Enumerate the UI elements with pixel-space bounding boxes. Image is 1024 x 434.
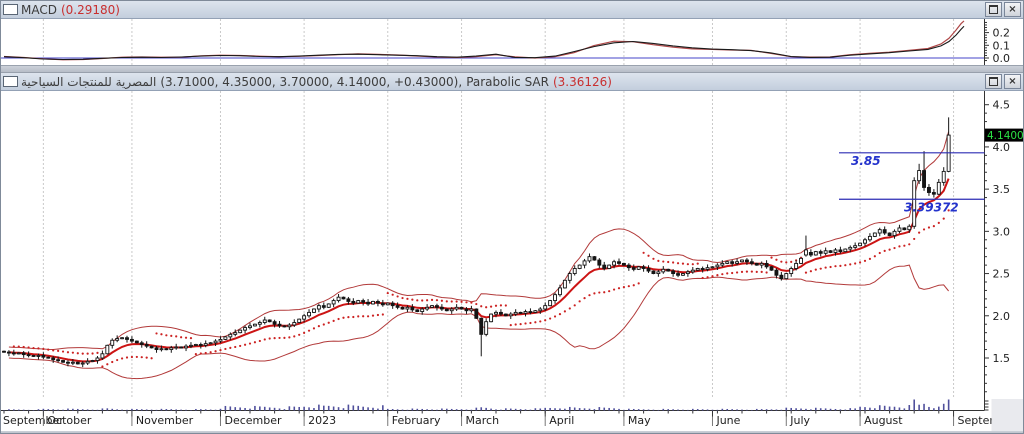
price-close-button[interactable]: × <box>1004 74 1021 89</box>
price-ohlc-values: (3.71000, 4.35000, 3.70000, 4.14000, +0.… <box>160 74 463 89</box>
month-label: December <box>224 414 282 427</box>
macd-title: MACD <box>21 2 57 17</box>
month-label: April <box>549 414 574 427</box>
svg-text:2.0: 2.0 <box>993 310 1011 323</box>
month-label: September <box>3 414 64 427</box>
macd-close-button[interactable]: × <box>1004 2 1021 17</box>
month-label: February <box>392 414 441 427</box>
svg-text:4.1400: 4.1400 <box>987 130 1024 142</box>
price-maximize-button[interactable] <box>985 74 1002 89</box>
macd-titlebar: MACD (0.29180) × <box>1 1 1023 19</box>
svg-text:3.5: 3.5 <box>993 183 1011 196</box>
window-bottom-edge <box>1 431 1023 433</box>
price-chart: 1.5 2.0 2.5 3.0 3.5 4.0 4.5 3.85 3.39372 4.1400 <box>2 91 1024 399</box>
trendline-label: 3.85 <box>851 154 881 168</box>
price-plot-area[interactable]: 1.5 2.0 2.5 3.0 3.5 4.0 4.5 3.85 3.39372 4.1400 <box>1 91 1024 399</box>
month-label: May <box>628 414 651 427</box>
svg-text:0.0: 0.0 <box>993 52 1011 65</box>
svg-text:2.5: 2.5 <box>993 268 1011 281</box>
macd-maximize-button[interactable] <box>985 2 1002 17</box>
month-label: June <box>715 414 740 427</box>
security-name: المصرية للمنتجات السياحية <box>21 74 157 89</box>
maximize-icon <box>989 77 998 86</box>
svg-text:4.0: 4.0 <box>993 141 1011 154</box>
close-icon: × <box>1008 76 1017 87</box>
macd-plot-area[interactable]: 0.0 0.1 0.2 <box>1 19 1023 66</box>
indicator-value: (3.36126) <box>552 74 612 89</box>
indicator-label: Parabolic SAR <box>466 74 549 89</box>
macd-chart: 0.00.10.2 <box>1 19 1011 65</box>
svg-text:0.1: 0.1 <box>993 39 1011 52</box>
maximize-icon <box>989 5 998 14</box>
panel-divider[interactable] <box>1 66 1023 73</box>
month-label: November <box>136 414 194 427</box>
month-label: March <box>466 414 500 427</box>
last-price-badge <box>985 128 1023 142</box>
svg-text:3.0: 3.0 <box>993 225 1011 238</box>
time-axis: September October November December 2023 Febr… <box>1 399 1023 431</box>
month-label: 2023 <box>308 414 336 427</box>
month-label: October <box>47 414 91 427</box>
month-label: July <box>789 414 810 427</box>
trendline-label: 3.39372 <box>904 200 959 214</box>
price-titlebar: المصرية للمنتجات السياحية (3.71000, 4.35… <box>1 73 1023 91</box>
svg-text:0.2: 0.2 <box>993 27 1011 40</box>
svg-text:1.5: 1.5 <box>993 352 1011 365</box>
macd-collapse-button[interactable] <box>3 4 18 15</box>
macd-value: (0.29180) <box>60 2 120 17</box>
month-label: August <box>864 414 903 427</box>
svg-text:4.5: 4.5 <box>993 99 1011 112</box>
price-collapse-button[interactable] <box>3 76 18 87</box>
close-icon: × <box>1008 4 1017 15</box>
